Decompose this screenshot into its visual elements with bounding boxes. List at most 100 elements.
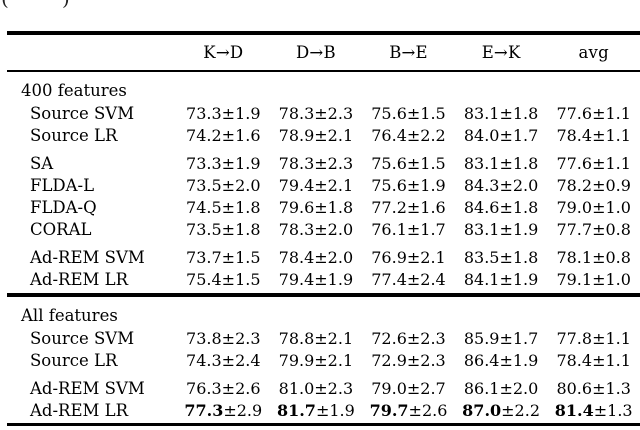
mean-value: 75.6 bbox=[371, 176, 407, 195]
stddev-value: ±2.3 bbox=[314, 154, 354, 173]
stddev-value: ±2.0 bbox=[221, 176, 261, 195]
section-divider-rule bbox=[7, 293, 640, 297]
stddev-value: ±1.9 bbox=[406, 176, 446, 195]
mean-value: 84.3 bbox=[463, 176, 500, 195]
row-label: SA bbox=[30, 154, 54, 173]
stddev-value: ±2.2 bbox=[406, 126, 446, 145]
value-cell: 75.6±1.9 bbox=[362, 175, 455, 197]
mean-value: 77.2 bbox=[371, 198, 407, 217]
value-cell: 78.4±1.1 bbox=[547, 125, 640, 147]
mean-value: 77.4 bbox=[371, 270, 407, 289]
stddev-value: ±2.2 bbox=[501, 400, 540, 420]
row-label: Source SVM bbox=[30, 328, 135, 348]
value-cell: 76.1±1.7 bbox=[362, 219, 455, 241]
table-bottom-rule bbox=[7, 422, 640, 426]
mean-value: 76.3 bbox=[186, 378, 222, 398]
value-cell: 78.9±2.1 bbox=[270, 125, 363, 147]
stddev-value: ±2.3 bbox=[406, 328, 446, 348]
stddev-value: ±2.4 bbox=[406, 270, 446, 289]
mean-value: 78.3 bbox=[278, 154, 315, 173]
stddev-value: ±1.6 bbox=[221, 126, 261, 145]
stddev-value: ±2.0 bbox=[499, 378, 539, 398]
mean-value: 77.3 bbox=[184, 400, 224, 420]
value-cell: 77.4±2.4 bbox=[362, 269, 455, 291]
table-header-row: K→D D→B B→E E→K avg bbox=[7, 35, 640, 70]
value-cell: 79.0±1.0 bbox=[547, 197, 640, 219]
row-group: SA 73.3±1.9 78.3±2.3 75.6±1.5 83.1±1.8 77.6±1… bbox=[7, 153, 640, 241]
row-label: FLDA-Q bbox=[30, 198, 97, 217]
row-label: Ad-REM LR bbox=[30, 270, 129, 289]
mean-value: 74.5 bbox=[186, 198, 222, 217]
mean-value: 79.4 bbox=[278, 270, 315, 289]
value-cell: 78.4±1.1 bbox=[547, 350, 640, 372]
mean-value: 73.5 bbox=[186, 220, 222, 239]
mean-value: 83.1 bbox=[463, 154, 500, 173]
stddev-value: ±1.7 bbox=[499, 126, 539, 145]
stddev-value: ±1.5 bbox=[406, 154, 446, 173]
value-cell: 74.5±1.8 bbox=[177, 197, 270, 219]
value-cell: 83.1±1.8 bbox=[455, 153, 548, 175]
value-cell: 79.0±2.7 bbox=[362, 378, 455, 400]
mean-value: 79.0 bbox=[371, 378, 407, 398]
table-top-rule bbox=[7, 31, 640, 35]
value-cell: 79.9±2.1 bbox=[270, 350, 363, 372]
stddev-value: ±1.1 bbox=[592, 126, 631, 145]
stddev-value: ±2.7 bbox=[406, 378, 446, 398]
stddev-value: ±2.9 bbox=[223, 400, 263, 420]
value-cell: 79.7±2.6 bbox=[362, 400, 455, 422]
stddev-value: ±1.8 bbox=[499, 248, 539, 267]
table-row: SA 73.3±1.9 78.3±2.3 75.6±1.5 83.1±1.8 77.6±1… bbox=[7, 153, 640, 175]
mean-value: 78.4 bbox=[556, 126, 593, 145]
mean-value: 73.3 bbox=[186, 104, 222, 123]
value-cell: 77.6±1.1 bbox=[547, 153, 640, 175]
stddev-value: ±1.9 bbox=[499, 350, 539, 370]
value-cell: 76.9±2.1 bbox=[362, 247, 455, 269]
stddev-value: ±0.9 bbox=[592, 176, 631, 195]
mean-value: 83.1 bbox=[463, 220, 500, 239]
mean-value: 77.6 bbox=[556, 154, 593, 173]
table-row: FLDA-Q 74.5±1.8 79.6±1.8 77.2±1.6 84.6±1.8 79… bbox=[7, 197, 640, 219]
value-cell: 78.4±2.0 bbox=[270, 247, 363, 269]
row-label: Source SVM bbox=[30, 104, 135, 123]
mean-value: 78.2 bbox=[556, 176, 593, 195]
stddev-value: ±0.8 bbox=[592, 248, 631, 267]
stddev-value: ±2.1 bbox=[314, 176, 354, 195]
value-cell: 84.0±1.7 bbox=[455, 125, 548, 147]
row-label: Source LR bbox=[30, 350, 118, 370]
mean-value: 76.4 bbox=[371, 126, 407, 145]
mean-value: 73.3 bbox=[186, 154, 222, 173]
value-cell: 77.2±1.6 bbox=[362, 197, 455, 219]
mean-value: 78.1 bbox=[556, 248, 593, 267]
row-group: Ad-REM SVM 73.7±1.5 78.4±2.0 76.9±2.1 83.5±1… bbox=[7, 247, 640, 291]
mean-value: 78.3 bbox=[278, 104, 315, 123]
value-cell: 75.6±1.5 bbox=[362, 103, 455, 125]
value-cell: 73.5±2.0 bbox=[177, 175, 270, 197]
mean-value: 79.9 bbox=[278, 350, 315, 370]
value-cell: 77.3±2.9 bbox=[177, 400, 270, 422]
mean-value: 77.8 bbox=[556, 328, 593, 348]
mean-value: 72.6 bbox=[371, 328, 407, 348]
value-cell: 76.4±2.2 bbox=[362, 125, 455, 147]
value-cell: 79.4±1.9 bbox=[270, 269, 363, 291]
table-row: Source LR 74.2±1.6 78.9±2.1 76.4±2.2 84.0±1.… bbox=[7, 125, 640, 147]
value-cell: 75.6±1.5 bbox=[362, 153, 455, 175]
mean-value: 81.7 bbox=[276, 400, 316, 420]
mean-value: 86.1 bbox=[463, 378, 500, 398]
value-cell: 81.7±1.9 bbox=[270, 400, 363, 422]
stddev-value: ±1.9 bbox=[315, 400, 355, 420]
mean-value: 85.9 bbox=[463, 328, 500, 348]
mean-value: 77.6 bbox=[556, 104, 593, 123]
mean-value: 79.1 bbox=[556, 270, 593, 289]
row-label: Ad-REM SVM bbox=[30, 248, 145, 267]
stddev-value: ±1.9 bbox=[221, 104, 261, 123]
mean-value: 76.1 bbox=[371, 220, 407, 239]
mean-value: 79.0 bbox=[556, 198, 593, 217]
row-label: Source LR bbox=[30, 126, 118, 145]
stddev-value: ±2.1 bbox=[314, 350, 354, 370]
mean-value: 78.4 bbox=[556, 350, 593, 370]
stddev-value: ±1.6 bbox=[406, 198, 446, 217]
stddev-value: ±2.1 bbox=[314, 328, 354, 348]
stddev-value: ±1.5 bbox=[406, 104, 446, 123]
stddev-value: ±1.1 bbox=[592, 154, 631, 173]
value-cell: 76.3±2.6 bbox=[177, 378, 270, 400]
